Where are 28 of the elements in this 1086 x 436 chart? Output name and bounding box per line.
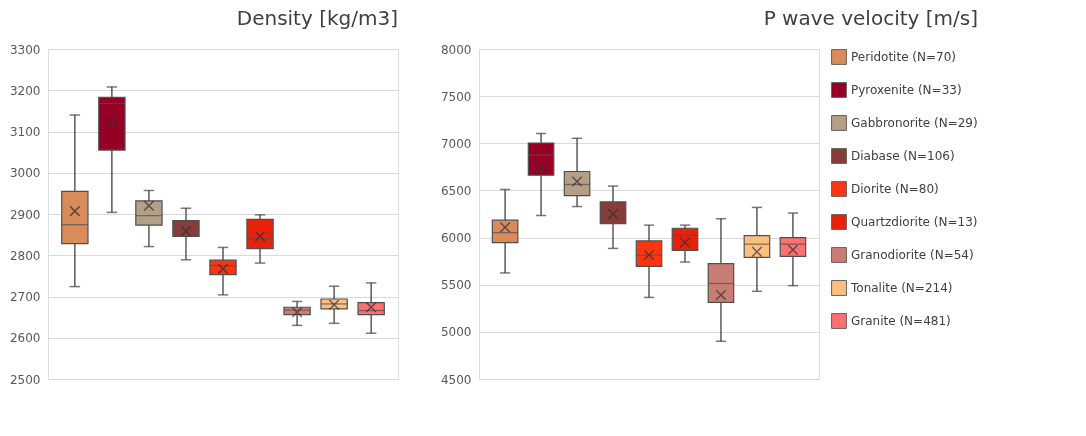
legend-label: Peridotite (N=70) [851,50,957,64]
legend-label: Tonalite (N=214) [850,281,953,295]
legend-label: Quartzdiorite (N=13) [851,215,978,229]
legend-label: Diabase (N=106) [851,149,955,163]
y-tick-label: 4500 [440,372,472,387]
y-tick-label: 6000 [440,231,472,246]
y-tick-label: 2900 [9,207,41,222]
y-tick-label: 2800 [9,248,41,263]
y-tick-label: 2700 [9,290,41,304]
y-tick-label: 3100 [9,125,41,139]
y-tick-label: 3300 [9,42,41,57]
legend-label: Gabbronorite (N=29) [851,116,978,130]
y-tick-label: 2500 [9,372,41,387]
text: P wave velocity [m/s] [763,6,978,30]
chart-title: Density [kg/m3] [236,6,398,30]
y-tick-label: 8000 [440,42,472,57]
legend-label: Pyroxenite (N=33) [851,83,962,97]
legend-label: Granite (N=481) [851,314,951,328]
y-tick-label: 5500 [440,278,472,293]
y-tick-label: 2600 [9,331,41,346]
y-tick-label: 3000 [9,166,41,181]
y-tick-label: 3200 [9,83,41,98]
y-tick-label: 7000 [440,136,472,151]
legend-label: Diorite (N=80) [851,182,939,196]
y-tick-label: 6500 [440,183,472,198]
y-tick-label: 5000 [440,325,472,340]
y-tick-label: 7500 [440,89,472,104]
legend-label: Granodiorite (N=54) [851,248,974,262]
